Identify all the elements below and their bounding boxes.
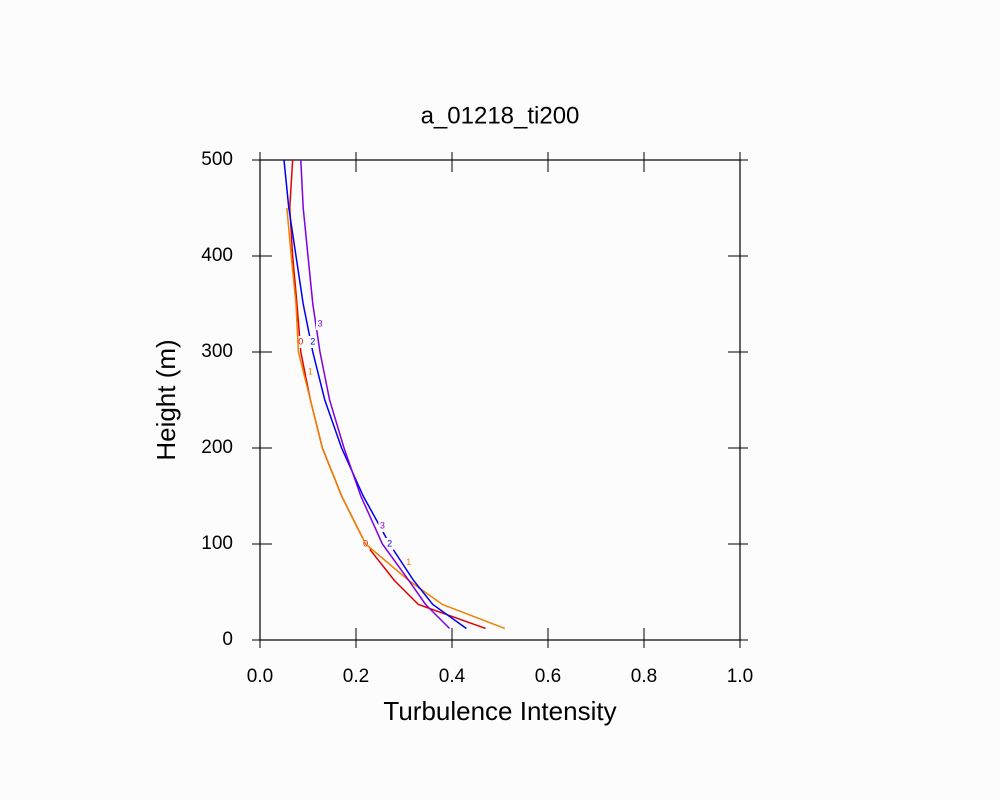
y-tick-label: 400 [201,245,233,266]
line-label: 3 [380,520,385,530]
series-line [283,159,467,630]
line-label: 2 [310,336,315,346]
x-tick-label: 0.6 [535,666,561,687]
x-tick-label: 0.0 [247,666,273,687]
line-label: 0 [298,336,303,346]
y-tick-label: 500 [201,149,233,170]
y-axis-label: Height (m) [151,339,181,460]
line-label-bg [378,520,387,532]
series-line [300,159,451,630]
chart-title: a_01218_ti200 [421,102,580,129]
line-label-bg [296,336,305,348]
y-tick-label: 200 [201,437,233,458]
x-axis-label: Turbulence Intensity [383,696,616,726]
x-tick-label: 1.0 [727,666,753,687]
y-tick-label: 0 [222,629,233,650]
plot-frame [259,159,741,641]
line-label: 1 [308,366,313,376]
x-tick-label: 0.2 [343,666,369,687]
x-tick-label: 0.4 [439,666,466,687]
series-line [286,207,506,630]
y-tick-label: 300 [201,341,233,362]
line-label-bg [385,538,394,550]
series-line [289,159,486,630]
line-label-bg [316,318,324,330]
y-tick-label: 100 [201,533,233,554]
line-label: 1 [406,557,411,567]
line-label: 3 [317,318,322,328]
line-label-bg [404,556,413,569]
line-label: 2 [387,538,392,548]
line-label-bg [306,366,315,378]
line-label-bg [308,336,317,348]
x-tick-label: 0.8 [631,666,657,687]
